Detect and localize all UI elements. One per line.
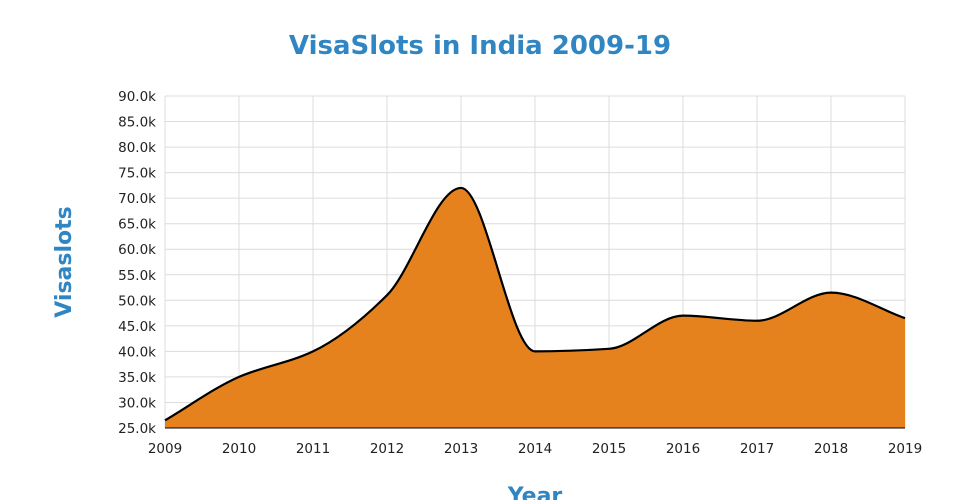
y-tick-label: 60.0k [118, 242, 156, 258]
y-tick-label: 80.0k [118, 140, 156, 156]
x-axis-title: Year [507, 484, 563, 500]
x-tick-label: 2010 [222, 441, 256, 457]
y-tick-label: 30.0k [118, 395, 156, 411]
area-fill [165, 187, 905, 428]
x-tick-label: 2011 [296, 441, 330, 457]
y-axis-ticks: 25.0k 30.0k 35.0k 40.0k 45.0k 50.0k 55.0k 60.0k… [118, 89, 156, 437]
y-axis-title: Visaslots [52, 206, 77, 317]
y-tick-label: 55.0k [118, 268, 156, 284]
y-tick-label: 90.0k [118, 89, 156, 105]
y-tick-label: 85.0k [118, 115, 156, 131]
x-tick-label: 2017 [740, 441, 774, 457]
y-tick-label: 65.0k [118, 217, 156, 233]
x-axis-ticks: 2009 2010 2011 2012 2013 2014 2015 2016 2017 2018… [148, 441, 922, 457]
x-tick-label: 2016 [666, 441, 700, 457]
x-tick-label: 2015 [592, 441, 626, 457]
chart-title: VisaSlots in India 2009-19 [289, 31, 671, 61]
x-tick-label: 2012 [370, 441, 404, 457]
series-line [164, 186, 906, 422]
x-tick-label: 2013 [444, 441, 478, 457]
y-tick-label: 50.0k [118, 293, 156, 309]
y-tick-label: 45.0k [118, 319, 156, 335]
x-tick-label: 2009 [148, 441, 182, 457]
x-tick-label: 2019 [888, 441, 922, 457]
plot-area [164, 186, 906, 429]
x-tick-label: 2018 [814, 441, 848, 457]
y-tick-label: 35.0k [118, 370, 156, 386]
y-tick-label: 75.0k [118, 166, 156, 182]
y-tick-label: 25.0k [118, 421, 156, 437]
y-tick-label: 70.0k [118, 191, 156, 207]
x-tick-label: 2014 [518, 441, 552, 457]
y-tick-label: 40.0k [118, 344, 156, 360]
